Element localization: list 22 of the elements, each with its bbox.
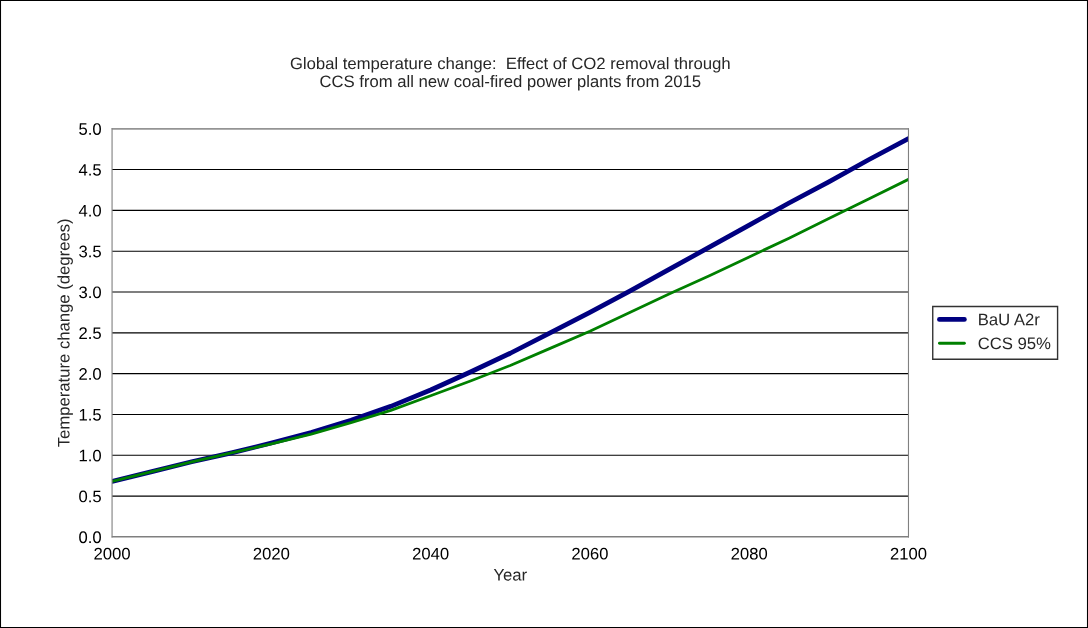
x-tick-label: 2000 — [94, 547, 130, 560]
y-tick-label: 2.5 — [79, 327, 101, 340]
y-tick-label: 5.0 — [79, 123, 101, 135]
chart-title: Global temperature change: Effect of CO2 removal through CCS from all new coal-fired power plants from 2015 — [290, 57, 730, 91]
y-tick-label: 1.5 — [79, 409, 101, 421]
y-tick-label: 4.0 — [78, 204, 101, 217]
y-tick-label: 4.5 — [78, 164, 101, 176]
x-tick-label: 2080 — [731, 547, 768, 560]
y-axis-title: Temperature change (degrees) — [57, 219, 73, 447]
x-axis-title: Year — [493, 569, 527, 581]
y-tick-label: 1.0 — [79, 449, 101, 462]
y-tick-label: 3.5 — [79, 245, 101, 258]
x-tick-label: 2020 — [253, 547, 290, 560]
y-tick-label: 3.0 — [79, 286, 101, 299]
y-tick-label: 2.0 — [79, 368, 101, 380]
legend-label: CCS 95% — [978, 337, 1051, 350]
y-tick-label: 0.5 — [79, 490, 101, 503]
y-tick-label: 0.0 — [79, 531, 101, 544]
x-tick-label: 2100 — [890, 547, 927, 560]
x-tick-label: 2040 — [412, 547, 449, 560]
x-tick-label: 2060 — [572, 547, 608, 560]
legend-label: BaU A2r — [979, 313, 1040, 326]
